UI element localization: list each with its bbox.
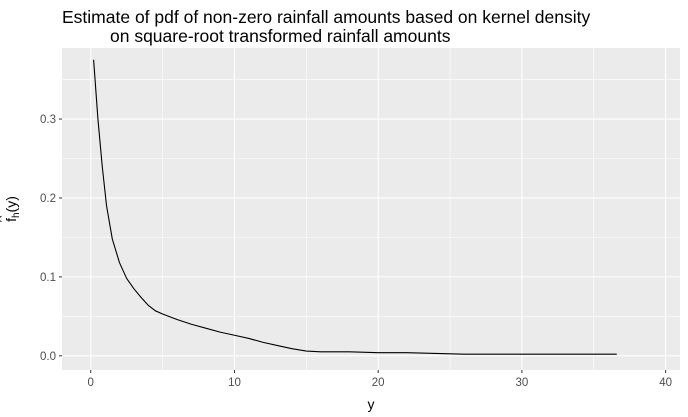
x-axis: 0 10 20 30 40 [88, 370, 672, 389]
x-tick-label: 20 [372, 377, 385, 389]
x-tick-label: 40 [659, 377, 672, 389]
x-axis-title: y [368, 396, 375, 412]
y-tick-label: 0.1 [40, 272, 56, 284]
y-axis-title-text: fh(y) [3, 196, 22, 222]
y-tick-label: 0.0 [40, 351, 56, 363]
grid-major [62, 48, 680, 370]
y-axis-title-main: f [3, 218, 19, 222]
plot-panel [62, 48, 680, 370]
y-tick-label: 0.3 [40, 114, 56, 126]
chart-title-line2: on square-root transformed rainfall amou… [110, 26, 451, 46]
x-tick-label: 10 [228, 377, 241, 389]
y-axis-title-subscript: h [11, 212, 22, 218]
grid-minor [62, 48, 680, 370]
x-tick-label: 30 [516, 377, 529, 389]
y-axis-title: fh(y) ^ [0, 196, 22, 222]
chart-title-line1: Estimate of pdf of non-zero rainfall amo… [62, 7, 590, 27]
y-axis: 0.0 0.1 0.2 0.3 [40, 114, 62, 363]
y-axis-title-hat: ^ [0, 215, 9, 222]
y-tick-label: 0.2 [40, 193, 56, 205]
series-layer [93, 59, 617, 355]
y-axis-title-argument: (y) [3, 196, 19, 212]
density-line [93, 59, 617, 355]
x-tick-label: 0 [88, 377, 94, 389]
